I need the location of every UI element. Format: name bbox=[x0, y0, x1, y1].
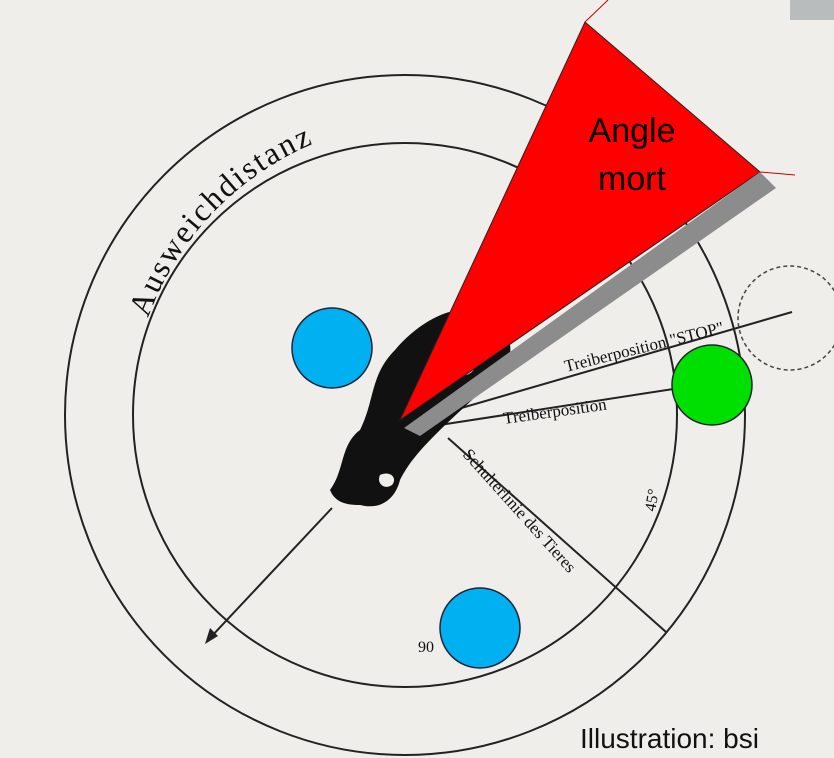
blind-spot-shadow bbox=[404, 172, 776, 436]
angle-45: 45° bbox=[642, 488, 663, 513]
arrow-head bbox=[205, 628, 218, 644]
inner-circle bbox=[132, 142, 678, 688]
driver-marker bbox=[671, 344, 753, 426]
blind-spot-label: Angle bbox=[589, 112, 676, 150]
driver-line bbox=[419, 387, 681, 429]
stop-line bbox=[419, 311, 793, 421]
stop-circle bbox=[737, 265, 834, 371]
blind-spot-label: mort bbox=[598, 160, 667, 198]
angle-90: 90 bbox=[418, 639, 434, 656]
person-marker bbox=[291, 307, 373, 389]
blind-spot-edge bbox=[759, 171, 796, 176]
blind-spot bbox=[398, 21, 761, 422]
shoulder-line bbox=[447, 437, 667, 633]
credit: Illustration: bsi bbox=[580, 723, 759, 754]
blind-spot-edge bbox=[584, 0, 609, 23]
photo-corner bbox=[790, 0, 834, 20]
outer-circle bbox=[64, 74, 746, 756]
person-marker bbox=[439, 587, 521, 669]
radius-arrow bbox=[209, 507, 333, 639]
cow-patch bbox=[379, 473, 395, 487]
